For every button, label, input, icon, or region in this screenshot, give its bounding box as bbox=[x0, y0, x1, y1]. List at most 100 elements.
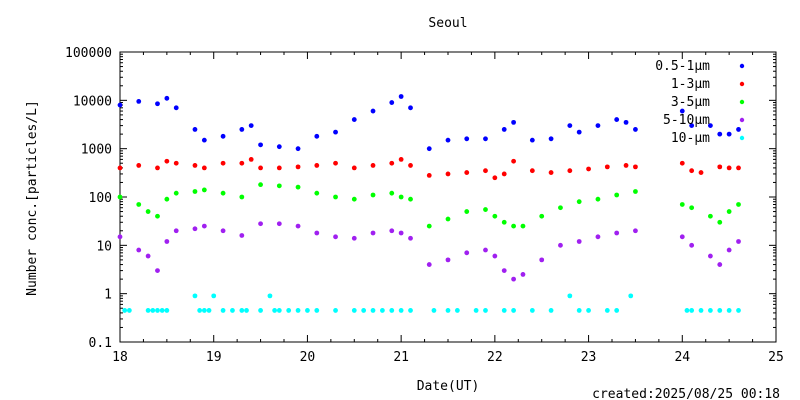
data-point bbox=[501, 268, 507, 274]
data-point bbox=[604, 308, 610, 313]
data-point bbox=[145, 209, 151, 214]
data-point bbox=[201, 187, 207, 193]
data-point bbox=[230, 308, 235, 313]
data-point bbox=[145, 253, 151, 259]
legend-marker bbox=[739, 99, 745, 105]
data-point bbox=[150, 308, 156, 313]
x-tick-label: 21 bbox=[393, 350, 409, 365]
data-point bbox=[726, 247, 732, 253]
data-point bbox=[220, 308, 226, 313]
x-tick-label: 23 bbox=[581, 350, 597, 365]
data-point bbox=[567, 293, 573, 299]
data-point bbox=[689, 308, 695, 313]
data-point bbox=[492, 253, 498, 259]
data-point bbox=[445, 257, 451, 263]
data-point bbox=[483, 136, 488, 142]
data-point bbox=[117, 102, 123, 108]
data-point bbox=[239, 160, 245, 166]
footer-created: created:2025/08/25 00:18 bbox=[592, 387, 780, 400]
data-point bbox=[173, 105, 179, 111]
data-point bbox=[633, 228, 638, 234]
data-point bbox=[370, 230, 376, 236]
data-point bbox=[351, 165, 357, 171]
data-point bbox=[576, 199, 582, 205]
data-point bbox=[201, 308, 207, 313]
data-point bbox=[258, 142, 263, 148]
data-point bbox=[155, 165, 160, 171]
data-point bbox=[464, 250, 470, 256]
data-point bbox=[717, 262, 723, 267]
data-point bbox=[389, 100, 395, 105]
data-point bbox=[145, 308, 151, 313]
data-point bbox=[155, 268, 160, 274]
data-point bbox=[633, 189, 638, 194]
data-point bbox=[726, 131, 732, 137]
data-point bbox=[333, 308, 338, 313]
data-point bbox=[717, 131, 723, 137]
data-point bbox=[276, 308, 282, 313]
data-point bbox=[483, 168, 488, 174]
data-point bbox=[258, 221, 263, 227]
data-point bbox=[736, 202, 741, 207]
data-point bbox=[539, 257, 545, 263]
data-point bbox=[464, 136, 470, 142]
y-tick-label: 100000 bbox=[65, 46, 112, 61]
x-axis-title: Date(UT) bbox=[417, 379, 480, 394]
data-point bbox=[211, 293, 217, 299]
legend-label: 0.5-1μm bbox=[655, 59, 710, 74]
data-point bbox=[501, 127, 507, 132]
data-point bbox=[239, 194, 245, 200]
data-point bbox=[267, 293, 273, 299]
data-point bbox=[276, 183, 282, 189]
data-point bbox=[370, 308, 376, 313]
data-point bbox=[726, 308, 732, 313]
data-point bbox=[314, 163, 320, 168]
data-point bbox=[586, 166, 591, 172]
data-point bbox=[708, 213, 713, 219]
data-point bbox=[633, 164, 638, 170]
data-point bbox=[239, 233, 245, 238]
data-point bbox=[389, 228, 395, 234]
data-point bbox=[426, 223, 432, 229]
data-point bbox=[117, 165, 123, 171]
data-point bbox=[511, 158, 516, 164]
data-point bbox=[492, 213, 498, 219]
data-point bbox=[351, 308, 357, 313]
data-point bbox=[244, 308, 249, 313]
data-point bbox=[248, 156, 254, 162]
x-tick-label: 19 bbox=[206, 350, 222, 365]
data-point bbox=[717, 219, 723, 225]
data-point bbox=[295, 164, 301, 170]
data-point bbox=[623, 163, 629, 168]
data-point bbox=[333, 194, 338, 200]
data-point bbox=[370, 192, 376, 198]
data-point bbox=[633, 127, 638, 132]
data-point bbox=[276, 221, 282, 227]
data-point bbox=[192, 189, 198, 194]
data-point bbox=[684, 308, 690, 313]
data-point bbox=[511, 308, 516, 313]
data-point bbox=[314, 308, 320, 313]
data-point bbox=[708, 308, 713, 313]
data-point bbox=[333, 129, 338, 135]
plot-area: 18 19 20 21 22 23 24 25 0.1 1 10 100 1000 10000 100000… bbox=[65, 46, 784, 365]
data-point bbox=[286, 308, 292, 313]
data-point bbox=[117, 234, 123, 240]
data-point bbox=[558, 205, 563, 211]
data-point bbox=[576, 129, 582, 135]
data-point bbox=[192, 226, 198, 232]
x-tick-label: 22 bbox=[487, 350, 503, 365]
y-tick-label: 10 bbox=[96, 239, 112, 254]
data-point bbox=[408, 235, 413, 241]
data-point bbox=[220, 190, 226, 196]
data-point bbox=[159, 308, 165, 313]
data-point bbox=[122, 308, 128, 313]
data-point bbox=[539, 213, 545, 219]
data-point bbox=[614, 230, 620, 236]
x-tick-label: 20 bbox=[300, 350, 316, 365]
data-point bbox=[398, 308, 404, 313]
data-point bbox=[295, 146, 301, 152]
y-tick-label: 10000 bbox=[73, 94, 112, 109]
y-axis-title: Number conc.[particles/L] bbox=[25, 100, 40, 296]
